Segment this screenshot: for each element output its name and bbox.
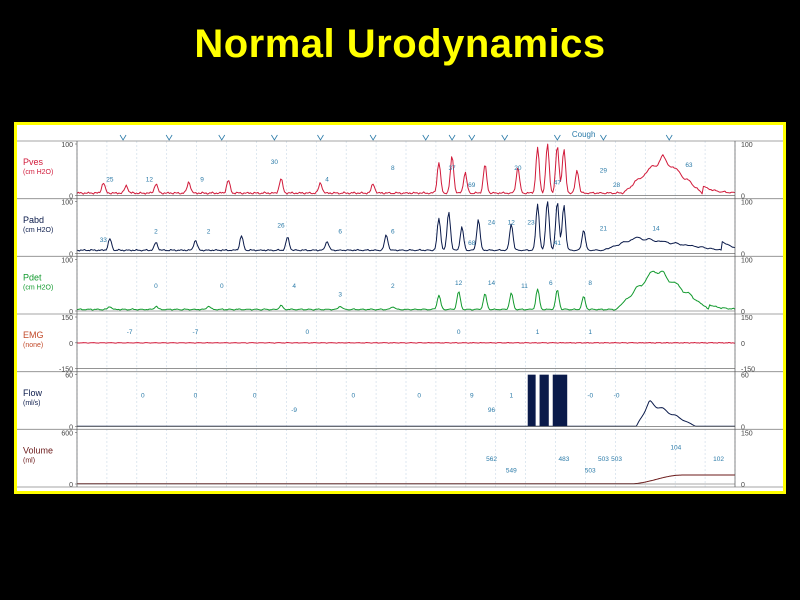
svg-text:3: 3 (338, 292, 342, 299)
svg-text:Cough: Cough (572, 130, 596, 139)
svg-text:96: 96 (488, 407, 496, 414)
svg-text:0: 0 (220, 283, 224, 290)
svg-text:Pdet: Pdet (23, 273, 42, 283)
svg-text:-0: -0 (587, 393, 593, 400)
svg-text:150: 150 (741, 315, 753, 322)
svg-text:(cm H2O): (cm H2O) (23, 285, 53, 292)
svg-text:(ml/s): (ml/s) (23, 400, 41, 407)
svg-text:Pabd: Pabd (23, 215, 44, 225)
svg-text:0: 0 (352, 393, 356, 400)
svg-text:47: 47 (554, 179, 562, 186)
svg-text:37: 37 (448, 165, 456, 172)
svg-text:4: 4 (325, 176, 329, 183)
chart-panel: CoughPves(cm H2O)01000100251293048376920… (14, 122, 786, 494)
svg-text:63: 63 (685, 162, 693, 169)
svg-text:100: 100 (61, 257, 73, 264)
svg-text:4: 4 (292, 283, 296, 290)
svg-text:0: 0 (417, 393, 421, 400)
svg-text:Flow: Flow (23, 388, 43, 398)
svg-text:12: 12 (508, 220, 516, 227)
svg-text:6: 6 (391, 228, 395, 235)
svg-text:562: 562 (486, 456, 497, 463)
svg-text:30: 30 (271, 159, 279, 166)
svg-text:24: 24 (488, 220, 496, 227)
svg-text:60: 60 (65, 373, 73, 380)
svg-text:60: 60 (741, 373, 749, 380)
svg-text:8: 8 (588, 280, 592, 287)
svg-text:29: 29 (600, 168, 608, 175)
svg-text:41: 41 (554, 240, 562, 247)
svg-text:0: 0 (253, 393, 257, 400)
svg-text:0: 0 (194, 393, 198, 400)
svg-text:0: 0 (457, 329, 461, 336)
svg-text:0: 0 (741, 482, 745, 489)
svg-text:23: 23 (527, 220, 535, 227)
svg-text:14: 14 (488, 280, 496, 287)
svg-text:1: 1 (509, 393, 513, 400)
svg-text:12: 12 (455, 280, 463, 287)
svg-text:0: 0 (69, 341, 73, 348)
svg-text:Pves: Pves (23, 157, 44, 167)
svg-text:68: 68 (468, 240, 476, 247)
svg-text:-7: -7 (193, 329, 199, 336)
svg-text:0: 0 (154, 283, 158, 290)
svg-text:6: 6 (549, 280, 553, 287)
svg-text:28: 28 (613, 182, 621, 189)
svg-text:8: 8 (391, 165, 395, 172)
svg-text:14: 14 (652, 225, 660, 232)
svg-text:503: 503 (598, 456, 609, 463)
svg-text:69: 69 (468, 182, 476, 189)
svg-text:(ml): (ml) (23, 458, 35, 465)
svg-text:503: 503 (611, 456, 622, 463)
svg-text:(cm H2O): (cm H2O) (23, 169, 53, 176)
svg-text:1: 1 (536, 329, 540, 336)
slide-title: Normal Urodynamics (0, 22, 800, 67)
svg-text:Volume: Volume (23, 446, 53, 456)
svg-text:33: 33 (100, 237, 108, 244)
svg-text:150: 150 (741, 430, 753, 437)
svg-text:0: 0 (741, 341, 745, 348)
svg-text:483: 483 (558, 456, 569, 463)
svg-text:503: 503 (585, 468, 596, 475)
urodynamics-chart: CoughPves(cm H2O)01000100251293048376920… (17, 125, 783, 491)
svg-text:150: 150 (61, 315, 73, 322)
svg-text:11: 11 (521, 283, 528, 290)
svg-text:20: 20 (514, 165, 522, 172)
svg-text:549: 549 (506, 468, 517, 475)
svg-text:26: 26 (277, 223, 285, 230)
svg-text:100: 100 (61, 200, 73, 207)
svg-text:102: 102 (713, 456, 724, 463)
svg-text:-7: -7 (127, 329, 133, 336)
svg-text:EMG: EMG (23, 330, 44, 340)
svg-text:2: 2 (154, 228, 158, 235)
svg-text:100: 100 (61, 142, 73, 149)
svg-text:1: 1 (588, 329, 592, 336)
svg-text:100: 100 (741, 200, 753, 207)
svg-text:0: 0 (69, 482, 73, 489)
svg-text:(cm H2O): (cm H2O) (23, 227, 53, 234)
svg-text:2: 2 (391, 283, 395, 290)
svg-text:600: 600 (61, 430, 73, 437)
svg-text:9: 9 (470, 393, 474, 400)
svg-text:104: 104 (670, 445, 681, 452)
svg-text:12: 12 (146, 176, 154, 183)
svg-text:25: 25 (106, 176, 114, 183)
svg-text:6: 6 (338, 228, 342, 235)
svg-text:100: 100 (741, 257, 753, 264)
svg-text:-9: -9 (291, 407, 297, 414)
svg-text:0: 0 (141, 393, 145, 400)
svg-text:21: 21 (600, 225, 608, 232)
svg-text:9: 9 (200, 176, 204, 183)
svg-text:2: 2 (207, 228, 211, 235)
svg-text:0: 0 (305, 329, 309, 336)
svg-text:(none): (none) (23, 342, 43, 349)
svg-text:-0: -0 (614, 393, 620, 400)
svg-text:100: 100 (741, 142, 753, 149)
